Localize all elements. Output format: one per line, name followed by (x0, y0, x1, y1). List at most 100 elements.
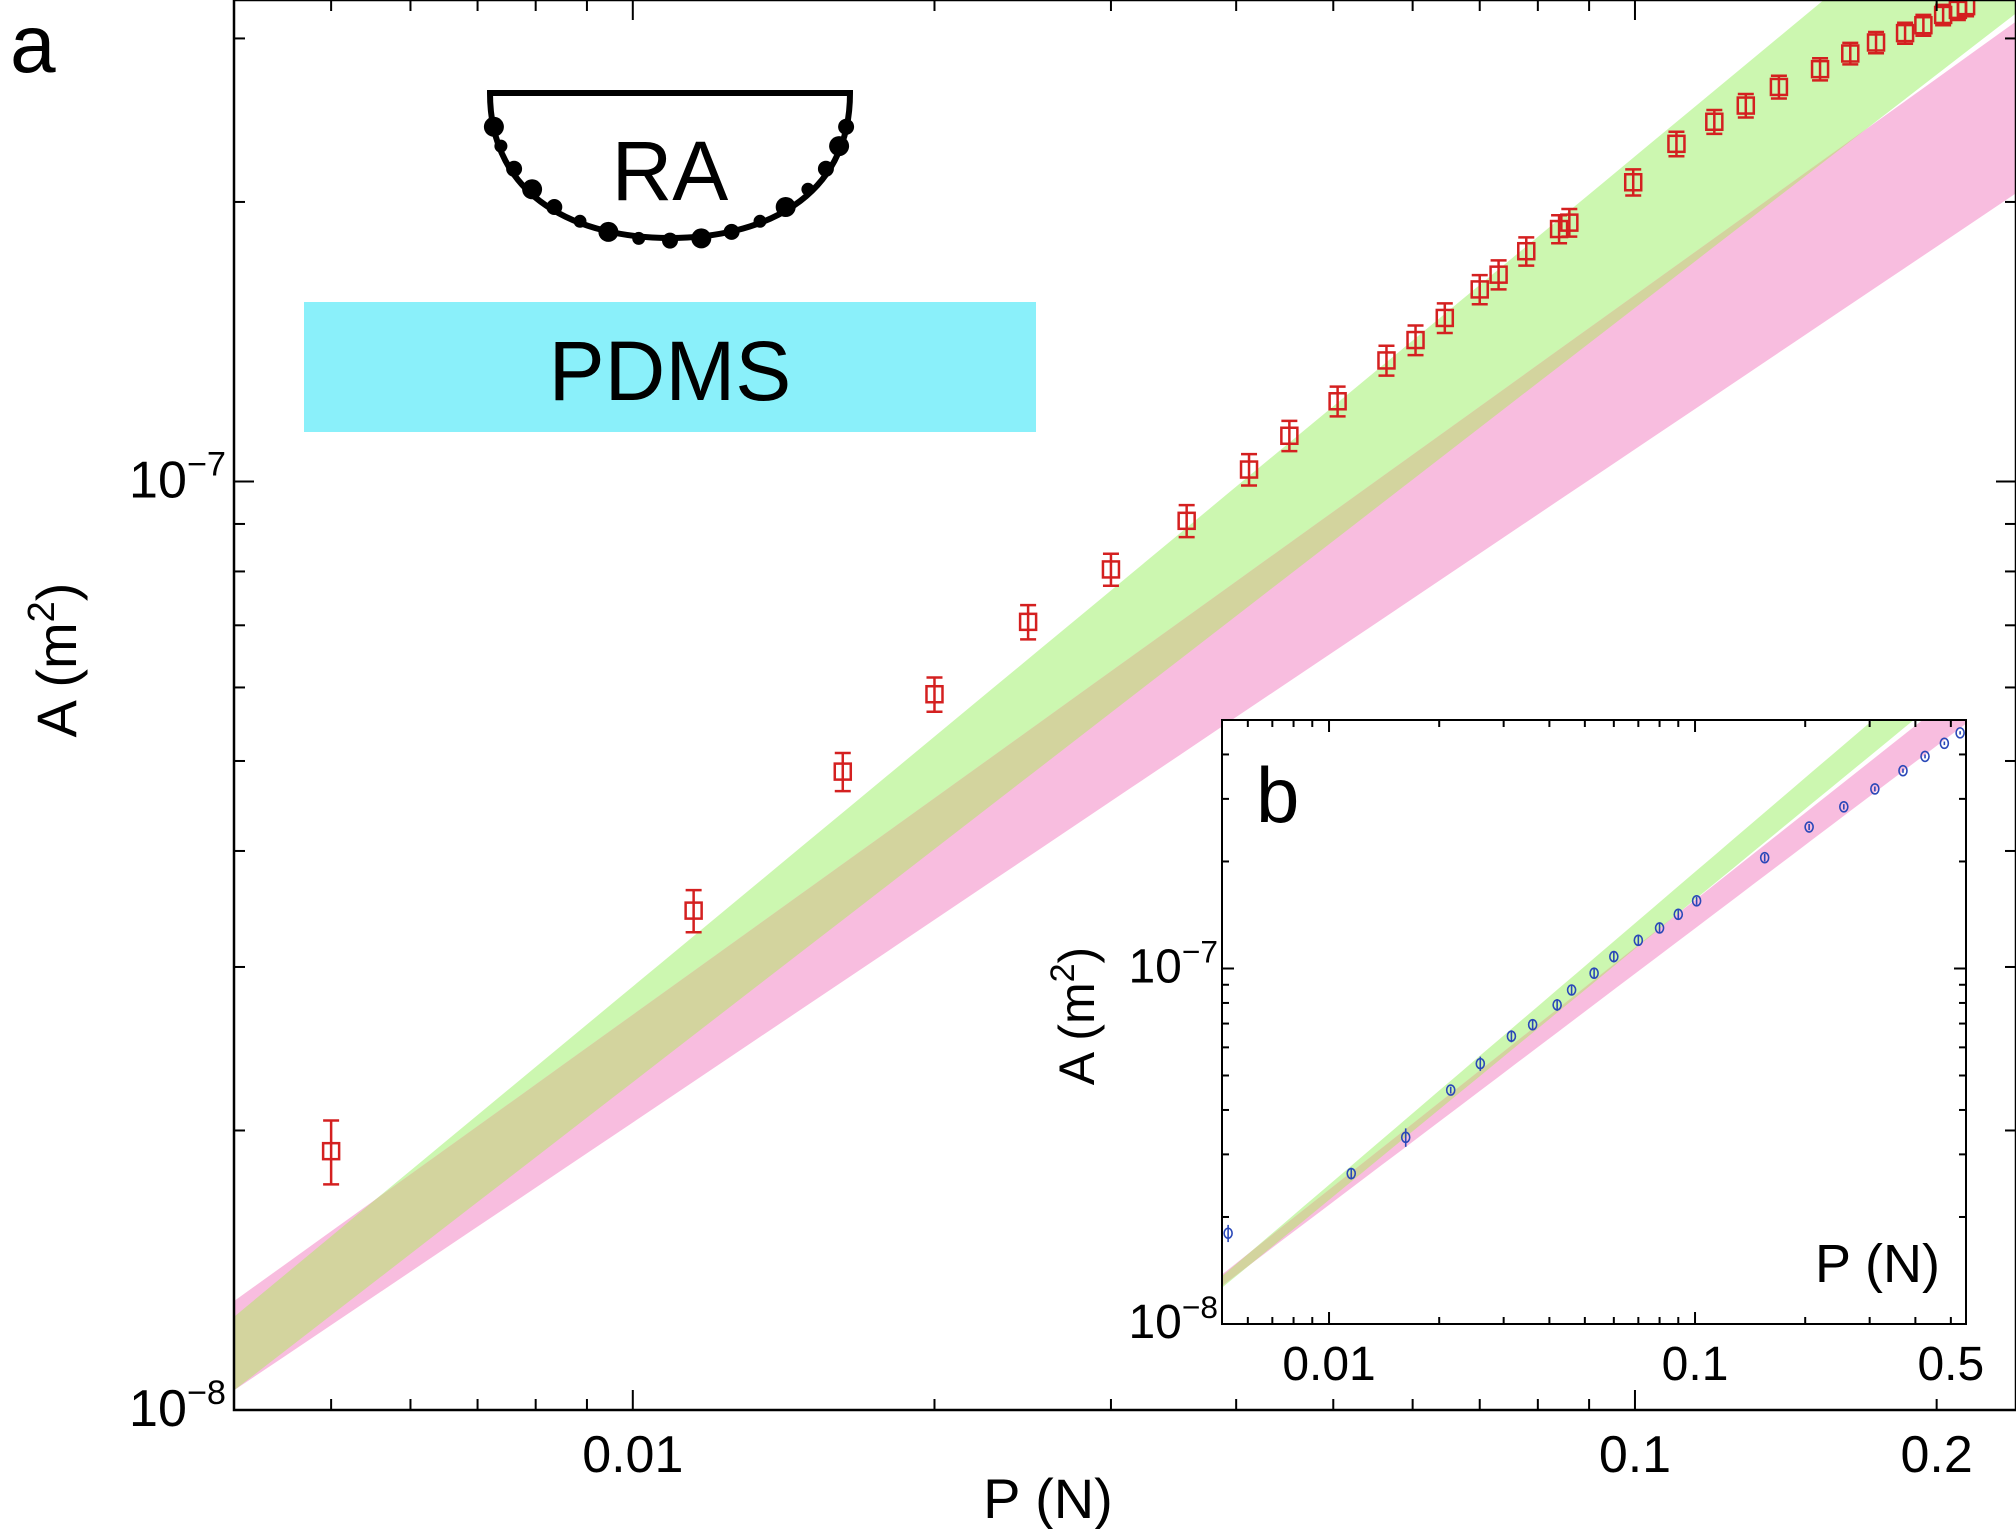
asperity-dot (483, 116, 504, 137)
square-marker (1280, 426, 1299, 446)
circle-marker (1673, 908, 1684, 921)
square-marker (1810, 59, 1830, 79)
x-tick-label: 0.01 (582, 1426, 683, 1484)
data-point (1435, 302, 1455, 335)
square-marker (1470, 280, 1489, 299)
y-tick-label: 10−8 (1128, 1289, 1218, 1349)
substrate-label: PDMS (549, 324, 792, 418)
square-marker (1328, 392, 1347, 411)
x-tick-label: 0.01 (1282, 1338, 1375, 1391)
data-point (1346, 1167, 1357, 1180)
circle-marker (1609, 950, 1619, 963)
square-marker (1018, 612, 1038, 632)
circle-marker (1870, 783, 1880, 795)
data-point (1549, 214, 1569, 245)
circle-marker (1654, 922, 1665, 934)
panel-b-label: b (1256, 751, 1299, 839)
asperity-dot (506, 160, 523, 177)
circle-marker (1920, 750, 1930, 763)
inset-chart: 0.01 0.1 0.5 10−8 10−7 (1128, 719, 1984, 1391)
data-point (833, 751, 853, 793)
data-point (1223, 1224, 1233, 1243)
asperity-dot (753, 214, 767, 228)
y-tick-label: 10−7 (129, 446, 226, 510)
asperity-dot (838, 118, 855, 135)
data-point (1633, 934, 1644, 947)
data-point (1673, 908, 1684, 921)
asperity-dot (691, 228, 712, 249)
data-point (1406, 324, 1425, 357)
data-point (1955, 727, 1965, 739)
square-marker (1736, 96, 1756, 115)
square-marker (1667, 134, 1686, 154)
data-point (1623, 168, 1643, 197)
circle-marker (1400, 1131, 1411, 1144)
square-marker (1623, 173, 1643, 192)
asperity-dot (494, 139, 508, 153)
square-marker (1177, 511, 1196, 531)
data-point (1101, 552, 1121, 588)
circle-marker (1839, 800, 1849, 813)
pdms-substrate (304, 302, 1036, 432)
y-tick-label: 10−7 (1128, 933, 1218, 993)
data-point (1654, 922, 1665, 934)
main-x-axis-label: P (N) (983, 1467, 1113, 1529)
panel-a-label: a (10, 0, 56, 90)
data-point (1736, 92, 1756, 119)
data-point (1667, 130, 1686, 158)
inset-chart-points (1223, 727, 1965, 1243)
circle-marker (1552, 999, 1562, 1011)
inset-chart-tick-labels: 0.01 0.1 0.5 10−8 10−7 (1128, 933, 1984, 1391)
asperity-dot (546, 199, 563, 215)
asperity-dot (775, 197, 796, 217)
data-point (1705, 108, 1724, 136)
circle-marker (1939, 737, 1950, 750)
data-point (1920, 750, 1930, 763)
data-point (1177, 503, 1196, 539)
asperity-dot (662, 232, 678, 249)
data-point (1239, 452, 1259, 487)
square-marker (1705, 112, 1724, 132)
asperity-dot (817, 160, 834, 177)
inset-x-axis-label: P (N) (1815, 1234, 1940, 1294)
asperity-dot (598, 221, 619, 242)
square-marker (1866, 33, 1886, 52)
x-tick-label: 0.5 (1917, 1338, 1984, 1391)
data-point (1400, 1128, 1411, 1147)
square-marker (1101, 560, 1121, 579)
x-tick-label: 0.2 (1900, 1426, 1972, 1484)
data-point (1804, 821, 1814, 833)
y-tick-label: 10−8 (129, 1374, 226, 1438)
data-point (1759, 851, 1770, 864)
square-marker (1895, 23, 1915, 43)
circle-marker (1955, 727, 1965, 739)
main-chart-frame (232, 0, 2016, 1412)
hemisphere-with-asperities-icon (483, 90, 855, 249)
square-marker (1517, 241, 1536, 261)
data-point (1939, 737, 1950, 750)
data-point (1328, 385, 1347, 418)
circle-marker (1566, 984, 1577, 996)
inset-chart-background (1221, 719, 1967, 1325)
square-marker (925, 684, 944, 704)
data-point (1377, 344, 1396, 377)
data-point (1839, 800, 1849, 813)
square-marker (1956, 0, 1976, 16)
circle-marker (1527, 1018, 1538, 1031)
data-point (1445, 1084, 1456, 1096)
circle-marker (1691, 895, 1702, 907)
data-point (1691, 895, 1702, 907)
data-point (1560, 207, 1579, 238)
data-point (1870, 783, 1880, 795)
circle-marker (1346, 1167, 1357, 1180)
square-marker (1435, 308, 1455, 328)
circle-marker (1223, 1227, 1233, 1240)
data-point (1769, 74, 1789, 100)
pink-model-band (1222, 720, 1966, 1286)
circle-marker (1475, 1057, 1486, 1070)
data-point (1280, 419, 1299, 453)
data-point (684, 888, 703, 934)
main-chart-tick-labels: 0.01 0.1 0.2 10−8 10−7 (129, 446, 1973, 1484)
square-marker (1769, 77, 1789, 97)
